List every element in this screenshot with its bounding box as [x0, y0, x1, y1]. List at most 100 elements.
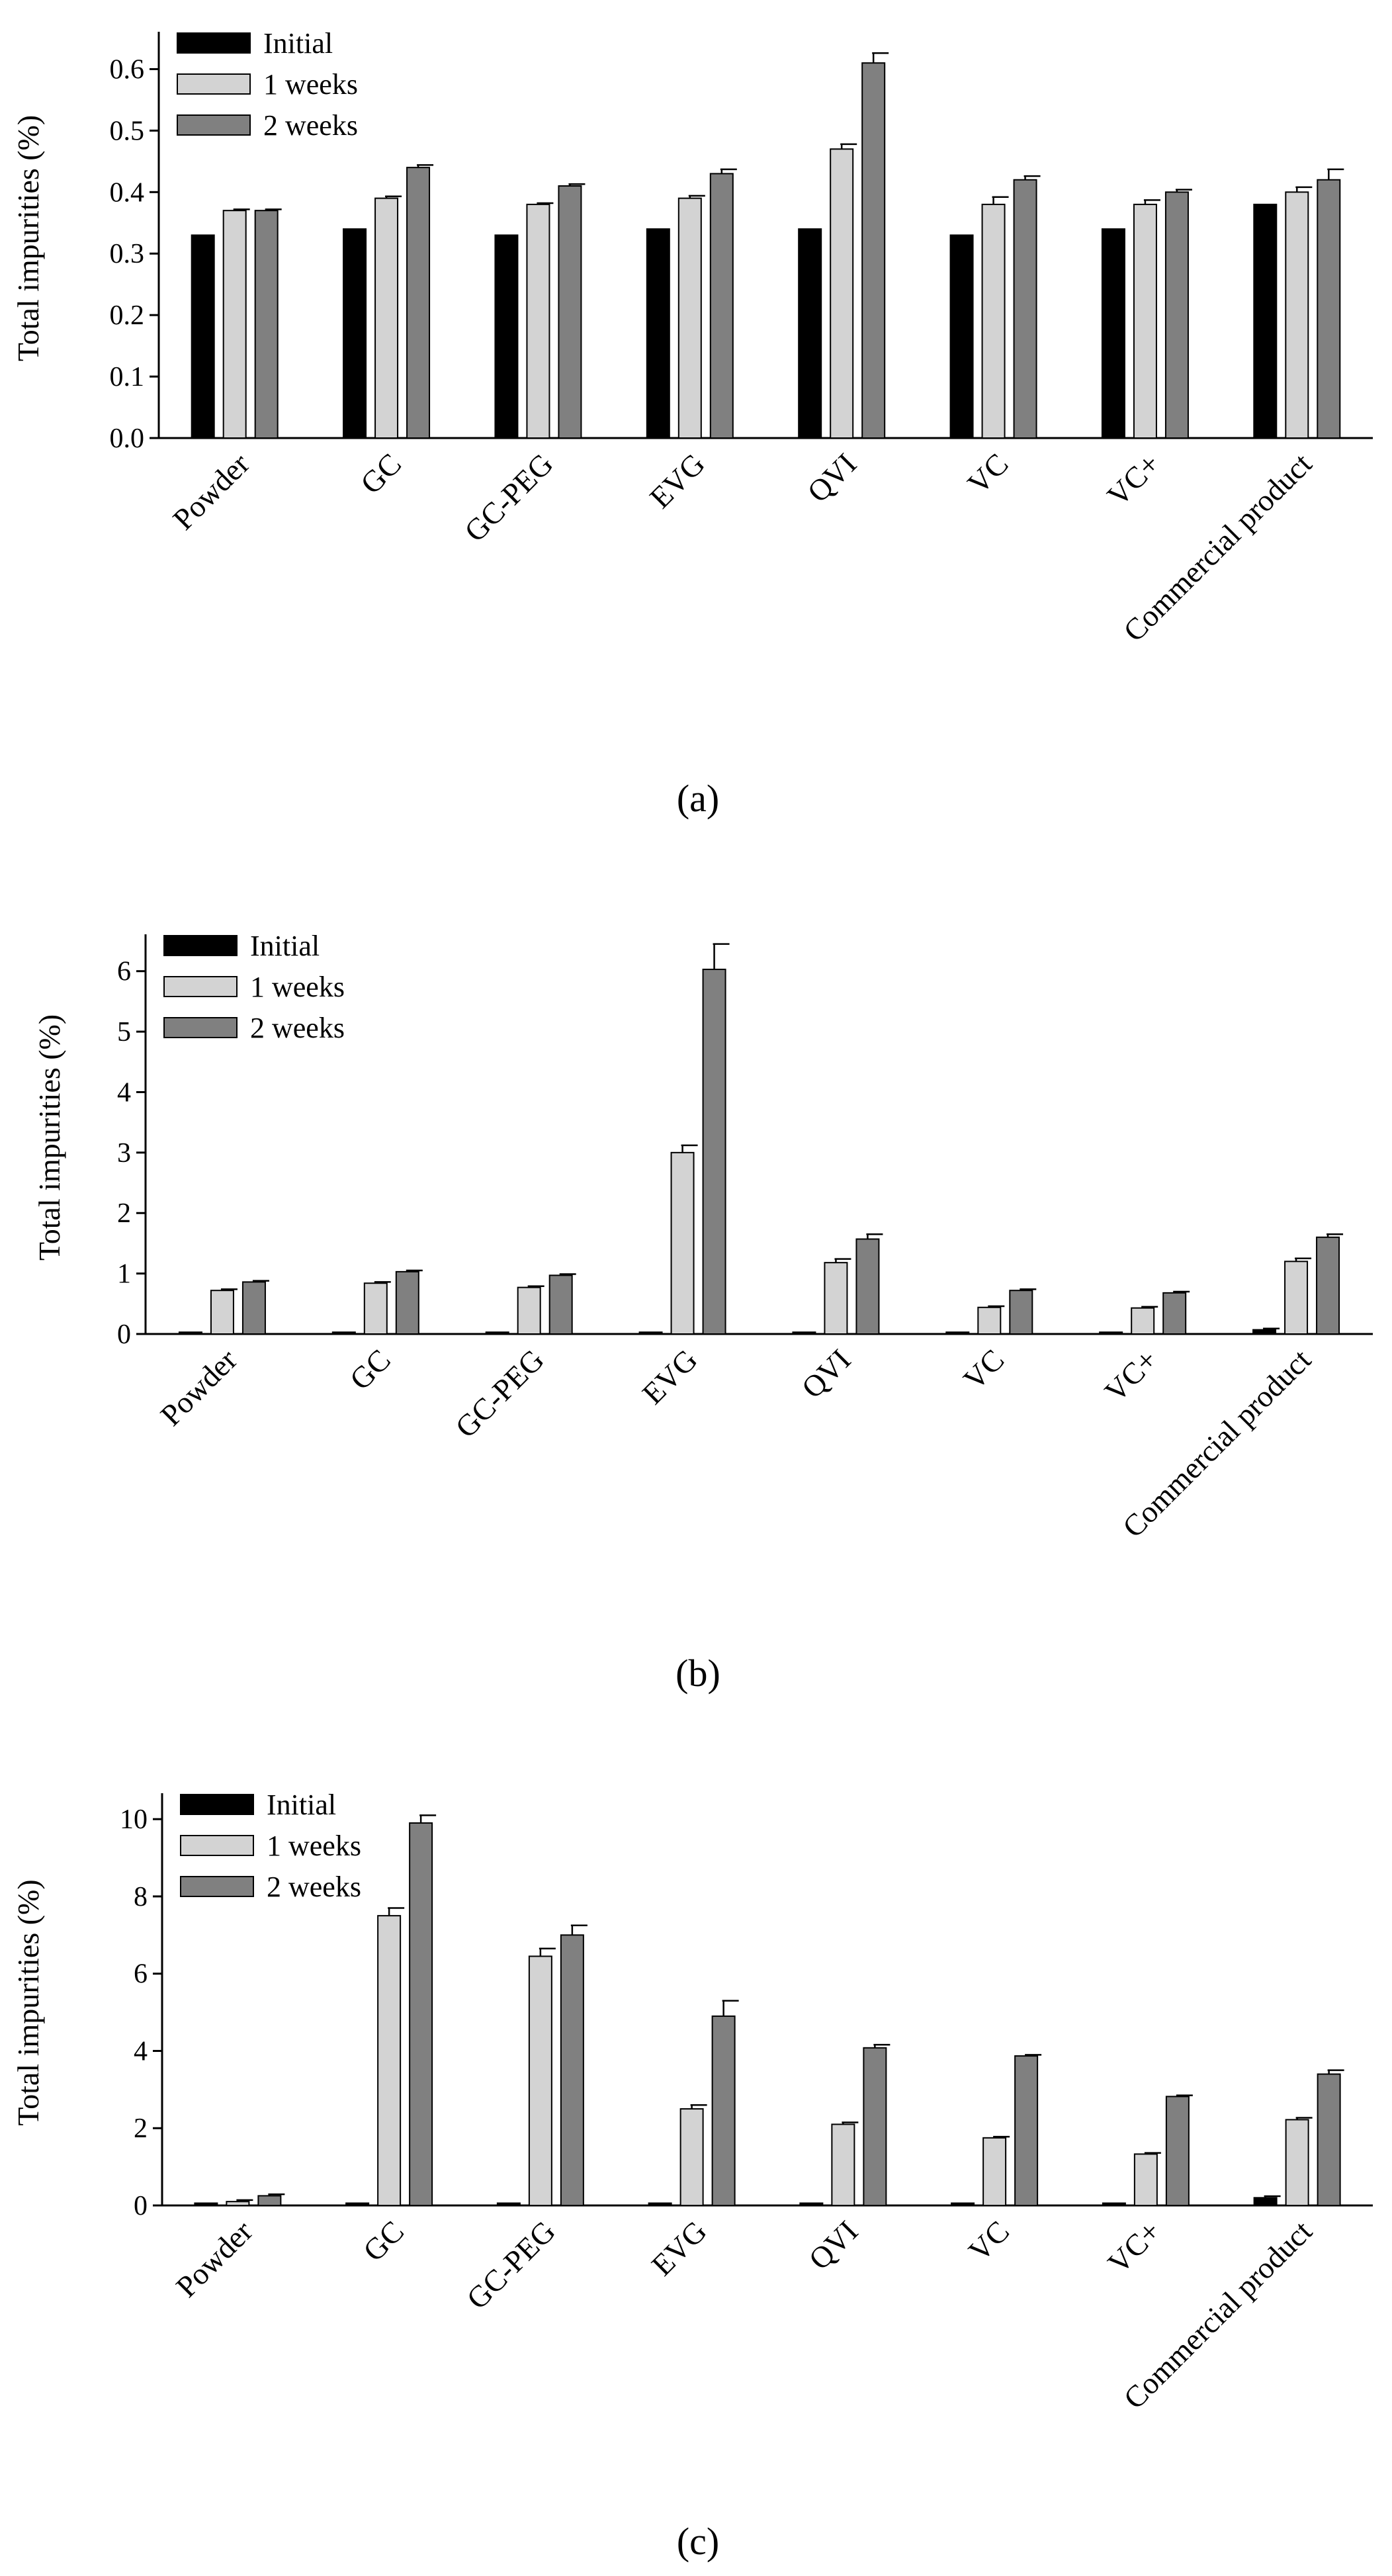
bar-2-weeks	[241, 1281, 266, 1335]
x-tick-label: VC+	[1101, 2214, 1167, 2280]
bar-initial	[798, 228, 822, 439]
bar-initial	[194, 2202, 218, 2206]
bar-2-weeks	[1009, 1290, 1033, 1335]
x-tick-label: VC	[957, 1343, 1010, 1396]
bar-2-weeks	[863, 2047, 887, 2206]
bar-initial	[345, 2202, 370, 2206]
chart-panel-a: 0.0 0.1 0.2 0.3 0.4 0.5 0.6 Total impurities (%…	[11, 27, 1373, 820]
y-tick-label: 2	[117, 1198, 131, 1229]
panel-label: (b)	[675, 1652, 720, 1695]
legend-label: Initial	[267, 1789, 336, 1821]
x-tick-label: GC-PEG	[460, 2214, 562, 2316]
bar-1-weeks	[1133, 2153, 1158, 2206]
x-tick-label: Powder	[169, 2214, 259, 2303]
bar-1-weeks	[517, 1286, 541, 1335]
legend-label: 1 weeks	[250, 971, 345, 1003]
y-tick-label: 6	[117, 957, 131, 987]
y-tick-label: 4	[134, 2036, 148, 2066]
bar-initial	[343, 228, 367, 439]
legend-swatch	[180, 1876, 254, 1897]
x-tick-label: EVG	[636, 1343, 704, 1411]
bar-initial	[799, 2202, 824, 2206]
y-tick-label: 3	[117, 1138, 131, 1169]
bar-2-weeks	[1162, 1292, 1187, 1335]
chart-panel-b: 0 1 2 3 4 5 6 Total impurities (%) Powder GC GC-PE…	[32, 930, 1373, 1695]
bar-1-weeks	[830, 148, 854, 439]
legend-swatch	[163, 935, 238, 956]
y-axis-label: Total impurities (%)	[32, 1014, 66, 1261]
bar-2-weeks	[1317, 2073, 1341, 2207]
bar-2-weeks	[395, 1270, 419, 1335]
bar-1-weeks	[977, 1306, 1002, 1335]
legend-swatch	[163, 976, 238, 997]
bar-1-weeks	[226, 2201, 250, 2206]
bar-1-weeks	[528, 1955, 552, 2206]
y-tick-label: 0.1	[110, 362, 145, 392]
y-tick-label: 5	[117, 1017, 131, 1047]
y-tick-label: 0	[134, 2191, 148, 2221]
y-tick-label: 0	[117, 1319, 131, 1350]
bar-1-weeks	[363, 1282, 388, 1335]
bar-1-weeks	[374, 197, 399, 439]
bar-1-weeks	[526, 203, 550, 439]
x-tick-label: GC	[343, 1343, 397, 1396]
bar-1-weeks	[222, 210, 247, 439]
bar-initial	[949, 234, 974, 439]
bar-2-weeks	[560, 1934, 584, 2206]
x-tick-label: QVI	[795, 1343, 857, 1405]
bar-1-weeks	[679, 2108, 704, 2206]
bar-1-weeks	[831, 2123, 855, 2206]
panel-label: (c)	[677, 2520, 719, 2563]
bar-initial	[1252, 1329, 1277, 1335]
legend-label: 2 weeks	[263, 109, 358, 142]
bar-2-weeks	[711, 2015, 736, 2207]
bar-initial	[485, 1331, 509, 1335]
x-tick-label: EVG	[643, 447, 711, 515]
x-tick-label: VC+	[1100, 447, 1166, 513]
bar-1-weeks	[1133, 203, 1157, 439]
bar-2-weeks	[1013, 179, 1037, 439]
legend-swatch	[180, 1835, 254, 1856]
bar-2-weeks	[709, 173, 734, 439]
bar-2-weeks	[1316, 1236, 1340, 1335]
bar-initial	[945, 1331, 970, 1335]
bar-1-weeks	[1285, 191, 1309, 439]
bar-initial	[1099, 1331, 1123, 1335]
x-tick-label: GC-PEG	[449, 1343, 550, 1444]
legend-label: 1 weeks	[263, 68, 358, 101]
bar-2-weeks	[1164, 191, 1189, 439]
legend-label: Initial	[250, 930, 320, 962]
bar-2-weeks	[861, 62, 886, 439]
bar-initial	[646, 228, 670, 439]
bar-initial	[494, 234, 519, 439]
bar-initial	[648, 2202, 672, 2206]
y-tick-label: 0.2	[110, 300, 145, 331]
bar-2-weeks	[1165, 2096, 1190, 2207]
bar-1-weeks	[377, 1915, 402, 2206]
bar-initial	[1253, 203, 1278, 439]
bar-1-weeks	[210, 1290, 234, 1335]
x-tick-label: EVG	[645, 2214, 713, 2282]
bar-2-weeks	[409, 1822, 433, 2206]
x-tick-label: QVI	[801, 447, 863, 509]
x-tick-label: VC+	[1098, 1343, 1164, 1409]
bar-initial	[496, 2202, 521, 2206]
y-axis-label: Total impurities (%)	[11, 115, 45, 361]
legend-swatch	[177, 114, 251, 136]
bar-1-weeks	[982, 2137, 1007, 2206]
bar-2-weeks	[1317, 179, 1341, 439]
legend-label: 1 weeks	[267, 1830, 361, 1862]
bar-initial	[951, 2202, 975, 2206]
bar-initial	[1253, 2197, 1278, 2206]
y-tick-label: 10	[120, 1804, 148, 1835]
y-tick-label: 0.5	[110, 116, 145, 146]
bar-initial	[792, 1331, 816, 1335]
x-tick-label: VC	[962, 2214, 1016, 2268]
bar-1-weeks	[1284, 1261, 1309, 1335]
bar-1-weeks	[1285, 2119, 1309, 2206]
x-tick-label: VC	[961, 447, 1014, 500]
bar-2-weeks	[548, 1274, 573, 1335]
bar-2-weeks	[254, 210, 279, 439]
legend-label: 2 weeks	[250, 1012, 345, 1044]
bar-2-weeks	[406, 167, 431, 439]
